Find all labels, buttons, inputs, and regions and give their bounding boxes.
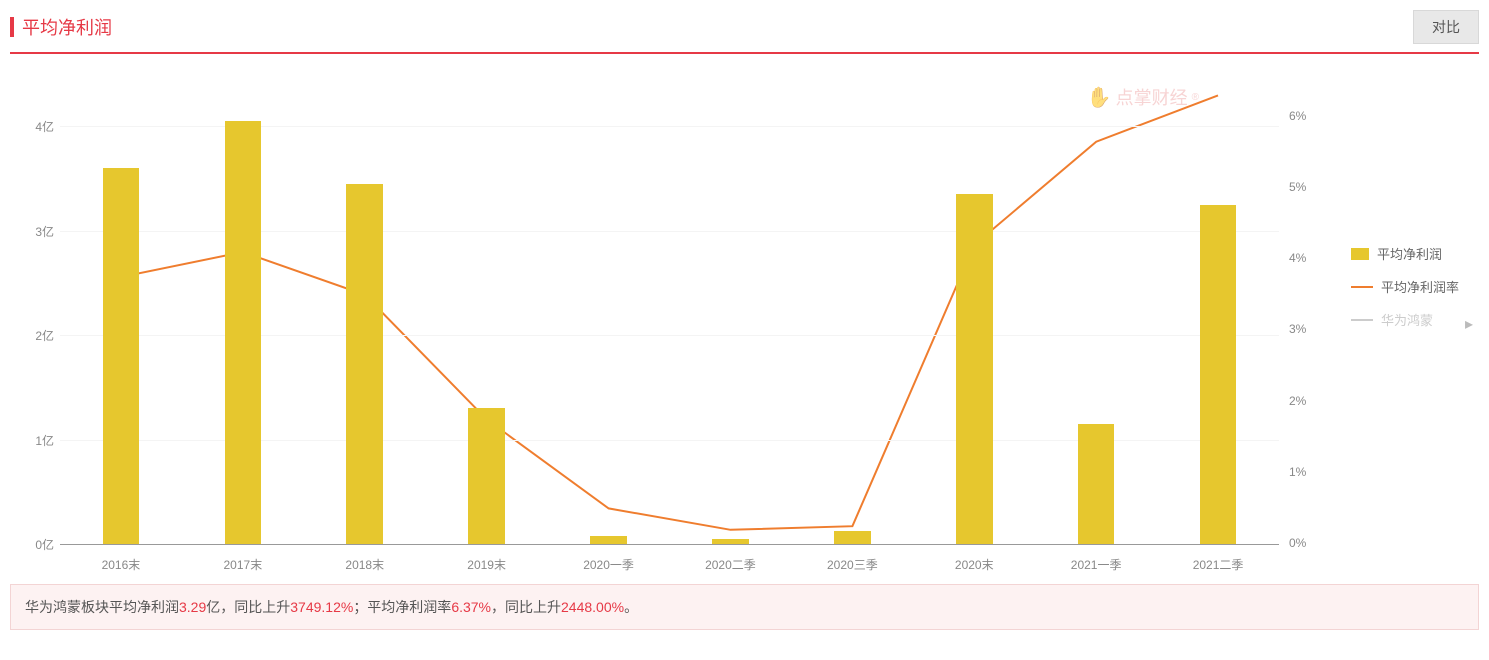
legend-swatch-hidden xyxy=(1351,319,1373,321)
y-right-tick: 5% xyxy=(1289,180,1306,194)
y-right-tick: 1% xyxy=(1289,465,1306,479)
x-tick-label: 2020末 xyxy=(955,556,994,573)
title-accent-bar xyxy=(10,17,14,37)
y-right-tick: 2% xyxy=(1289,394,1306,408)
y-left-tick: 4亿 xyxy=(16,118,54,135)
legend-label-hidden: 华为鸿蒙 xyxy=(1381,310,1433,329)
bar[interactable] xyxy=(956,194,993,544)
x-tick-label: 2018末 xyxy=(345,556,384,573)
bar[interactable] xyxy=(590,536,627,544)
bar[interactable] xyxy=(712,539,749,544)
chart-header: 平均净利润 对比 xyxy=(0,0,1489,44)
legend-item-line[interactable]: 平均净利润率 xyxy=(1351,277,1459,296)
legend-label-bar: 平均净利润 xyxy=(1377,244,1442,263)
bar[interactable] xyxy=(1078,424,1115,544)
x-tick-label: 2019末 xyxy=(467,556,506,573)
x-tick-label: 2021二季 xyxy=(1193,556,1244,573)
x-tick-label: 2020二季 xyxy=(705,556,756,573)
y-left-tick: 2亿 xyxy=(16,327,54,344)
summary-v4: 2448.00% xyxy=(561,599,624,615)
summary-t2: ；平均净利润率 xyxy=(353,599,451,615)
summary-bar: 华为鸿蒙板块平均净利润3.29亿，同比上升3749.12%；平均净利润率6.37… xyxy=(10,584,1479,630)
y-right-tick: 6% xyxy=(1289,109,1306,123)
summary-t1: 亿，同比上升 xyxy=(206,599,290,615)
legend-swatch-line xyxy=(1351,286,1373,288)
legend-item-bar[interactable]: 平均净利润 xyxy=(1351,244,1459,263)
x-tick-label: 2021一季 xyxy=(1071,556,1122,573)
summary-v3: 6.37% xyxy=(451,599,491,615)
y-left-tick: 3亿 xyxy=(16,223,54,240)
chart-title: 平均净利润 xyxy=(22,14,112,40)
bar[interactable] xyxy=(834,531,871,544)
x-tick-label: 2017末 xyxy=(223,556,262,573)
x-tick-label: 2020一季 xyxy=(583,556,634,573)
title-wrap: 平均净利润 xyxy=(10,14,112,40)
legend-item-hidden[interactable]: 华为鸿蒙 xyxy=(1351,310,1459,329)
y-right-tick: 3% xyxy=(1289,322,1306,336)
bar[interactable] xyxy=(346,184,383,544)
y-right-tick: 0% xyxy=(1289,536,1306,550)
summary-v1: 3.29 xyxy=(179,599,206,615)
legend: 平均净利润 平均净利润率 华为鸿蒙 xyxy=(1351,244,1459,343)
summary-t4: 。 xyxy=(624,599,638,615)
scroll-right-icon[interactable]: ▸ xyxy=(1465,314,1473,334)
y-left-tick: 1亿 xyxy=(16,432,54,449)
x-tick-label: 2016末 xyxy=(102,556,141,573)
bar[interactable] xyxy=(225,121,262,544)
bar[interactable] xyxy=(468,408,505,544)
summary-t0: 华为鸿蒙板块平均净利润 xyxy=(25,599,179,615)
legend-label-line: 平均净利润率 xyxy=(1381,277,1459,296)
chart-zone: ✋ 点掌财经 ® 0亿1亿2亿3亿4亿0%1%2%3%4%5%6%2016末20… xyxy=(10,54,1479,584)
legend-swatch-bar xyxy=(1351,248,1369,260)
x-axis-line xyxy=(60,544,1279,545)
bar[interactable] xyxy=(103,168,140,544)
summary-v2: 3749.12% xyxy=(290,599,353,615)
y-left-tick: 0亿 xyxy=(16,536,54,553)
compare-button[interactable]: 对比 xyxy=(1413,10,1479,44)
plot-area: 0亿1亿2亿3亿4亿0%1%2%3%4%5%6%2016末2017末2018末2… xyxy=(60,74,1279,544)
line-series[interactable] xyxy=(121,95,1218,529)
x-tick-label: 2020三季 xyxy=(827,556,878,573)
summary-t3: ，同比上升 xyxy=(491,599,561,615)
bar[interactable] xyxy=(1200,205,1237,544)
y-right-tick: 4% xyxy=(1289,251,1306,265)
